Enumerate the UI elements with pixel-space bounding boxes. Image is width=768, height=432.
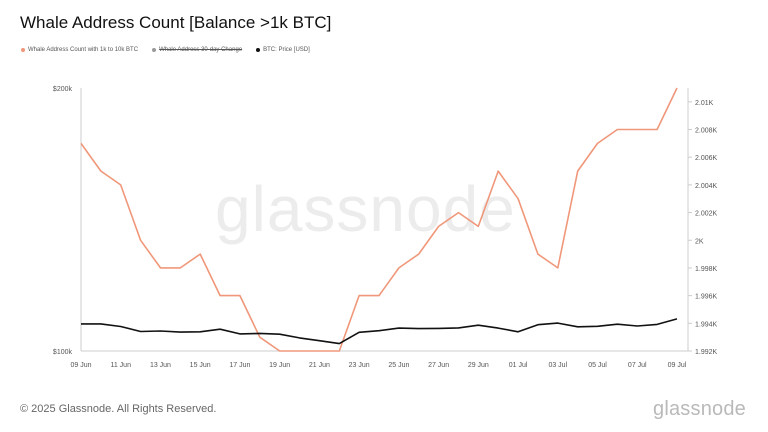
x-tick-label: 19 Jun [269,362,290,369]
x-tick-label: 11 Jun [110,362,131,369]
x-tick-label: 17 Jun [229,362,250,369]
legend-item-btc-price[interactable]: BTC: Price [USD] [256,47,310,53]
y-right-tick-label: 1.998K [695,266,718,273]
y-right-tick-label: 2.004K [695,183,718,190]
y-left-tick-label: $200k [53,86,73,93]
glassnode-logo[interactable]: glassnode [653,398,746,420]
y-right-tick-label: 1.996K [695,294,718,301]
x-tick-label: 21 Jun [309,362,330,369]
x-tick-label: 09 Jun [70,362,91,369]
x-tick-label: 07 Jul [628,362,647,369]
y-right-tick-label: 2K [695,238,704,245]
y-right-tick-label: 1.992K [695,349,718,356]
btc-price-line [81,318,678,345]
legend-label-30day-change: Whale Address 30-day Change [159,47,243,53]
x-tick-label: 09 Jul [668,362,687,369]
y-left-tick-label: $100k [53,349,73,356]
legend-item-30day-change[interactable]: Whale Address 30-day Change [152,47,242,53]
legend-label-btc-price: BTC: Price [USD] [263,47,310,53]
x-tick-label: 29 Jun [468,362,489,369]
x-tick-label: 27 Jun [428,362,449,369]
x-tick-label: 13 Jun [150,362,171,369]
y-right-tick-label: 2.008K [695,128,718,135]
y-right-tick-label: 1.994K [695,321,718,328]
y-right-tick-label: 2.01K [695,100,714,107]
x-tick-label: 01 Jul [509,362,528,369]
legend: Whale Address Count with 1k to 10k BTC W… [21,47,310,53]
copyright-footer: © 2025 Glassnode. All Rights Reserved. [20,403,217,415]
legend-dot-whale-count [21,48,25,52]
y-right-tick-label: 2.002K [695,211,718,218]
legend-dot-30day-change [152,48,157,52]
chart-title: Whale Address Count [Balance >1k BTC] [20,13,332,32]
x-tick-label: 25 Jun [388,362,409,369]
x-tick-label: 15 Jun [190,362,211,369]
x-tick-label: 03 Jul [548,362,567,369]
whale-count-line [80,87,678,352]
x-tick-label: 05 Jul [588,362,607,369]
x-tick-label: 23 Jun [349,362,370,369]
legend-dot-btc-price [256,48,261,52]
y-right-tick-label: 2.006K [695,155,718,162]
watermark: glassnode [215,173,516,245]
legend-label-whale-count: Whale Address Count with 1k to 10k BTC [28,47,139,53]
legend-item-whale-count[interactable]: Whale Address Count with 1k to 10k BTC [21,47,138,53]
